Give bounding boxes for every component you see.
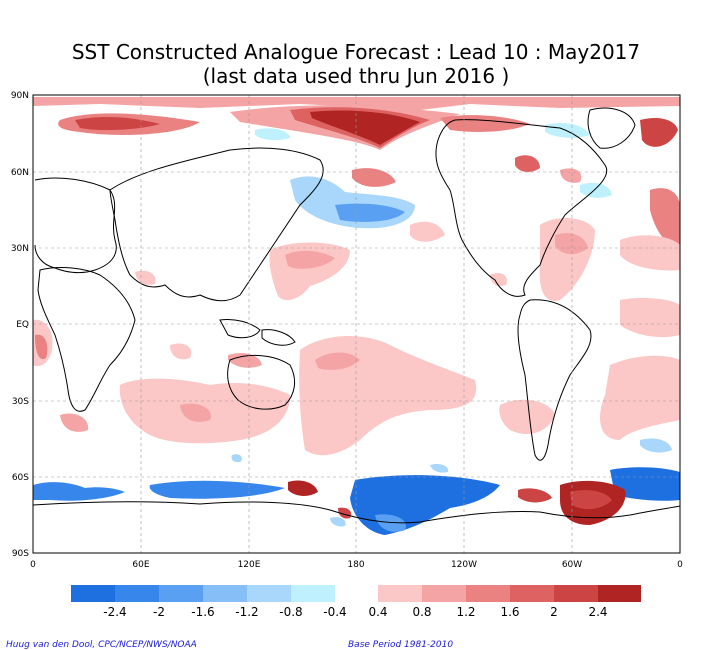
colorbar-neg-1 bbox=[71, 585, 115, 602]
title-line-2: (last data used thru Jun 2016 ) bbox=[202, 64, 510, 88]
colorbar-label: 2.4 bbox=[588, 605, 607, 619]
lon-label-60w: 60W bbox=[562, 560, 582, 570]
colorbar-label: -1.6 bbox=[191, 605, 214, 619]
lat-label-90n: 90N bbox=[11, 91, 29, 101]
colorbar-label: -1.2 bbox=[235, 605, 258, 619]
lon-label-180: 180 bbox=[347, 560, 364, 570]
lon-label-0-east: 0 bbox=[677, 560, 683, 570]
colorbar-neg-6 bbox=[291, 585, 335, 602]
credit-right: Base Period 1981-2010 bbox=[348, 640, 454, 650]
colorbar-label: 1.6 bbox=[500, 605, 519, 619]
lat-label-eq: EQ bbox=[16, 320, 29, 330]
lon-label-0: 0 bbox=[30, 560, 36, 570]
colorbar-label: 0.8 bbox=[412, 605, 431, 619]
title-line-1: SST Constructed Analogue Forecast : Lead… bbox=[71, 40, 641, 64]
colorbar-label: -2.4 bbox=[103, 605, 126, 619]
map-frame bbox=[32, 94, 681, 554]
lon-label-120w: 120W bbox=[451, 560, 477, 570]
lat-label-90s: 90S bbox=[12, 549, 29, 559]
colorbar-pos-3 bbox=[466, 585, 510, 602]
coastlines bbox=[33, 107, 680, 524]
colorbar-label: -2 bbox=[153, 605, 165, 619]
lon-label-120e: 120E bbox=[238, 560, 261, 570]
lat-label-30s: 30S bbox=[12, 397, 29, 407]
graticule bbox=[33, 95, 680, 553]
colorbar-pos-1 bbox=[378, 585, 422, 602]
colorbar-label: 1.2 bbox=[456, 605, 475, 619]
colorbar-label: 2 bbox=[550, 605, 558, 619]
colorbar-label: -0.8 bbox=[279, 605, 302, 619]
lat-label-60n: 60N bbox=[11, 168, 29, 178]
colorbar-neg-2 bbox=[115, 585, 159, 602]
colorbar: -2.4 -2 -1.6 -1.2 -0.8 -0.4 0.4 0.8 1.2 … bbox=[71, 585, 641, 619]
lat-label-30n: 30N bbox=[11, 244, 29, 254]
colorbar-neg-5 bbox=[247, 585, 291, 602]
credit-left: Huug van den Dool, CPC/NCEP/NWS/NOAA bbox=[6, 640, 197, 650]
colorbar-label: -0.4 bbox=[323, 605, 346, 619]
colorbar-pos-6 bbox=[598, 585, 641, 602]
anomaly-layer bbox=[33, 97, 680, 535]
colorbar-neg-4 bbox=[203, 585, 247, 602]
colorbar-pos-5 bbox=[554, 585, 598, 602]
colorbar-label: 0.4 bbox=[368, 605, 387, 619]
colorbar-pos-2 bbox=[422, 585, 466, 602]
colorbar-neg-3 bbox=[159, 585, 203, 602]
lon-label-60e: 60E bbox=[132, 560, 149, 570]
colorbar-pos-4 bbox=[510, 585, 554, 602]
lat-label-60s: 60S bbox=[12, 473, 29, 483]
